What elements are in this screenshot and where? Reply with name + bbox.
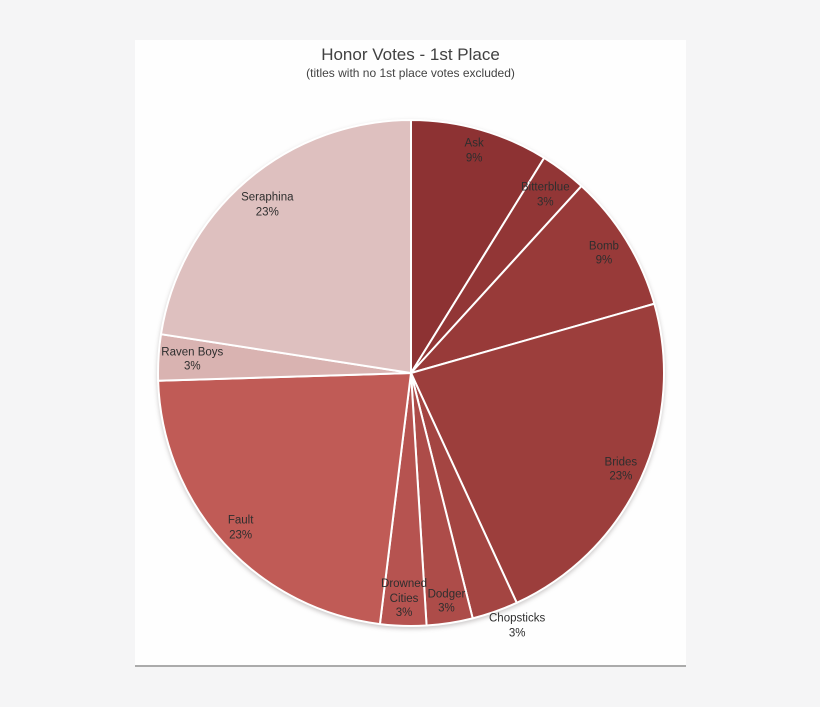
pie-slice-ask (410, 119, 546, 374)
chart-panel: Honor Votes - 1st Place (titles with no … (135, 40, 686, 667)
pie-slice-bomb (410, 185, 656, 374)
pie-chart (157, 119, 665, 627)
chart-subtitle: (titles with no 1st place votes excluded… (306, 66, 515, 81)
pie-slice-fault (157, 372, 412, 626)
pie-slice-brides (410, 302, 665, 604)
pie-slice-seraphina (159, 119, 412, 374)
chart-title: Honor Votes - 1st Place (321, 45, 500, 64)
chart-header: Honor Votes - 1st Place (titles with no … (135, 45, 686, 81)
